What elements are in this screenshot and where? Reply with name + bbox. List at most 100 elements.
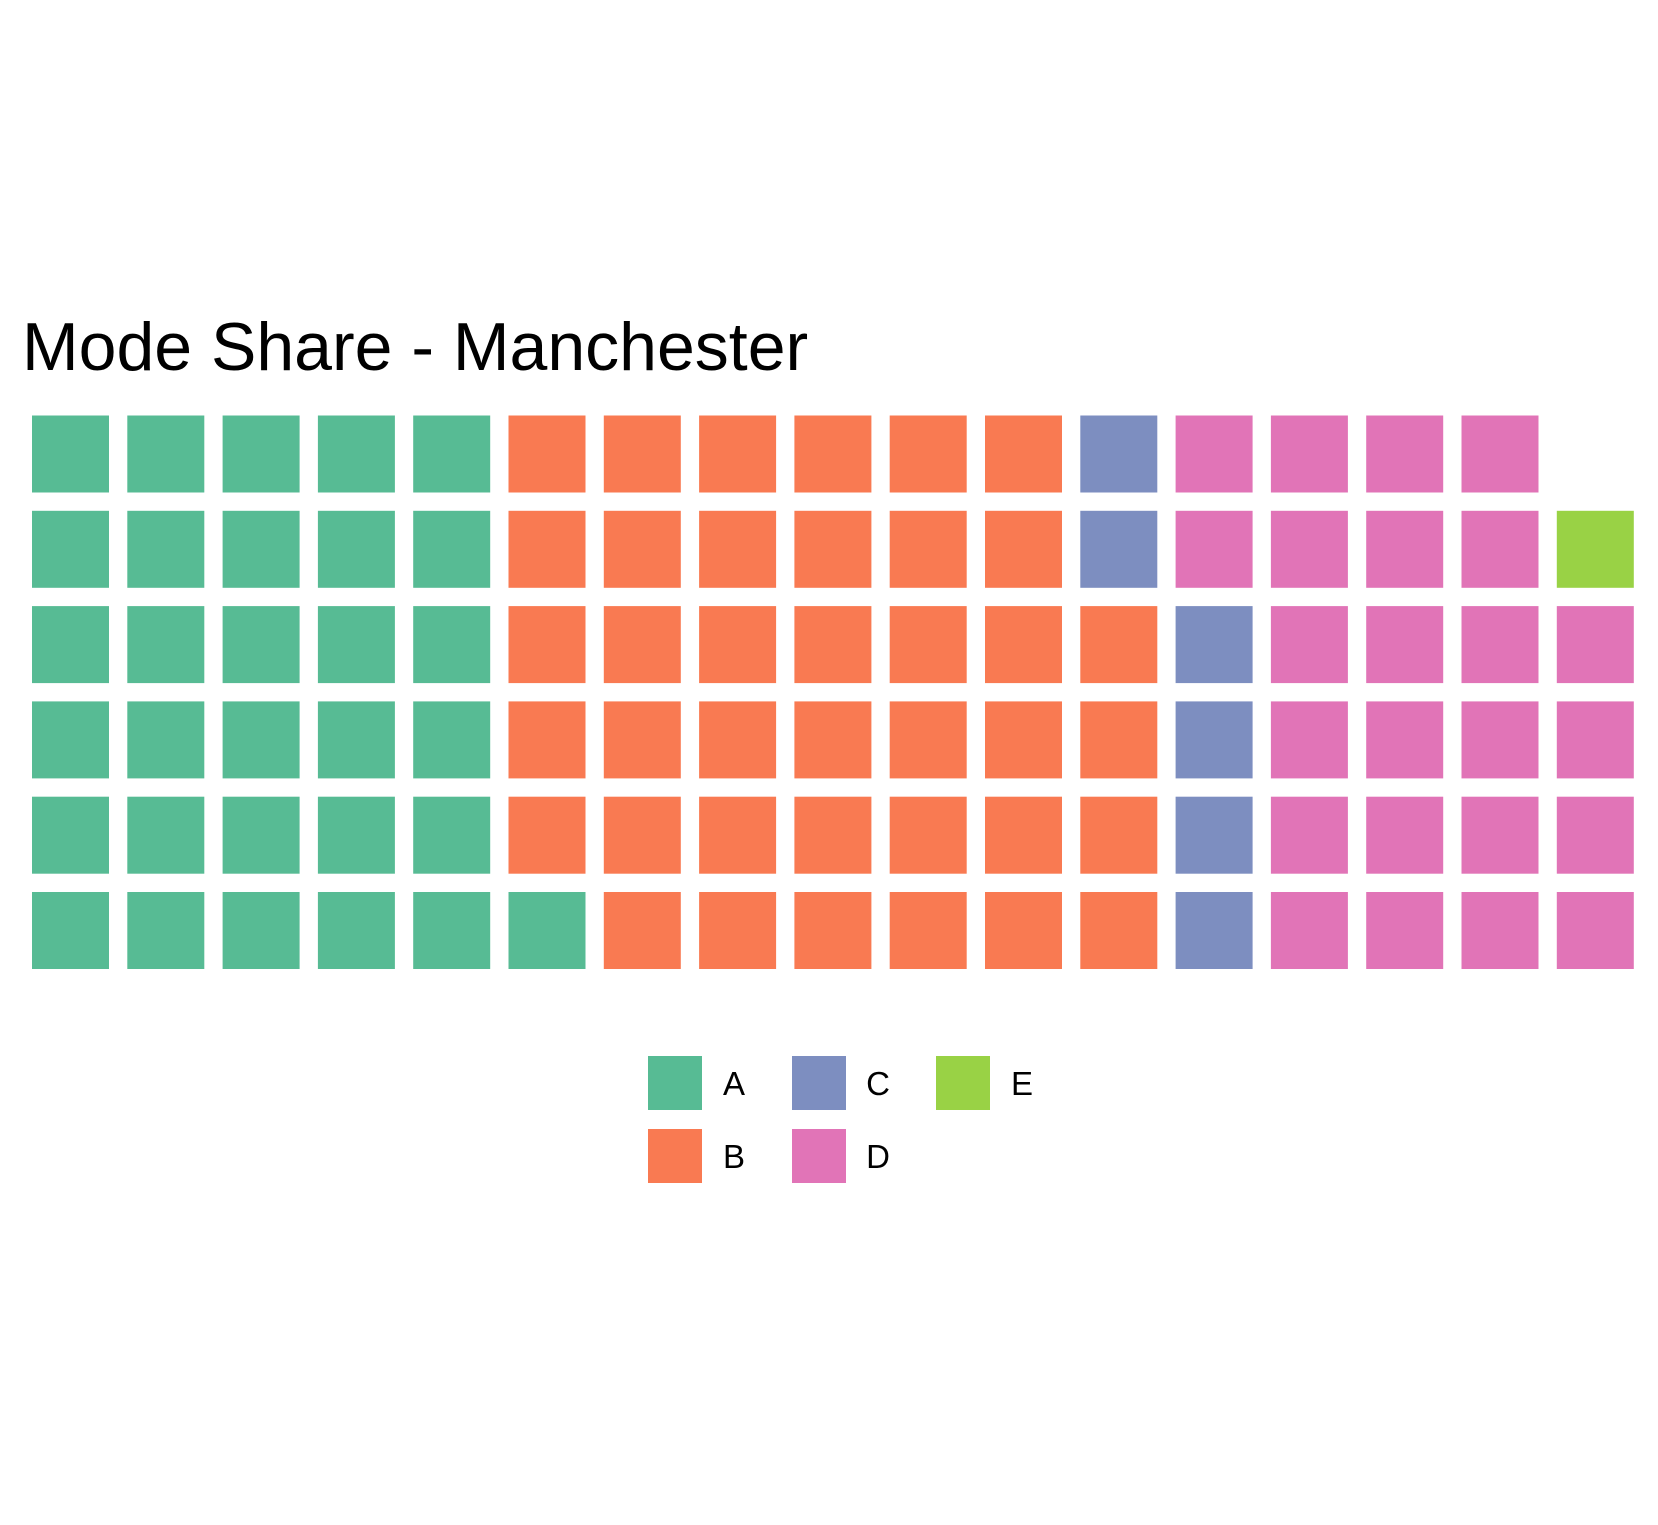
legend-key-b xyxy=(648,1129,702,1183)
waffle-cell-a xyxy=(317,796,395,874)
waffle-cell-a xyxy=(413,796,491,874)
waffle-cell-d xyxy=(1366,796,1444,874)
waffle-cell-a xyxy=(317,606,395,684)
waffle-cell-a xyxy=(317,892,395,969)
waffle-cell-b xyxy=(603,606,681,684)
waffle-cell-b xyxy=(699,892,777,969)
waffle-cell-a xyxy=(32,892,109,969)
waffle-cell-d xyxy=(1556,892,1634,969)
waffle-cell-b xyxy=(889,415,967,493)
legend-key-c xyxy=(792,1056,846,1110)
waffle-cell-b xyxy=(985,892,1062,969)
waffle-cell-d xyxy=(1556,701,1634,779)
waffle-cell-a xyxy=(222,415,300,493)
waffle-cell-a xyxy=(127,701,205,779)
waffle-cell-b xyxy=(699,510,777,588)
waffle-cell-b xyxy=(985,701,1062,779)
waffle-cell-a xyxy=(413,415,491,493)
waffle-cell-d xyxy=(1461,796,1539,874)
waffle-cell-d xyxy=(1270,510,1348,588)
waffle-cell-a xyxy=(32,510,109,588)
waffle-cell-b xyxy=(889,892,967,969)
legend-item-e: E xyxy=(936,1056,1033,1110)
legend-key-e xyxy=(936,1056,990,1110)
waffle-cell-b xyxy=(1080,892,1158,969)
waffle-cell-d xyxy=(1366,892,1444,969)
waffle-cell-a xyxy=(222,796,300,874)
waffle-cell-b xyxy=(699,796,777,874)
waffle-cell-d xyxy=(1175,510,1253,588)
legend-key-a xyxy=(648,1056,702,1110)
waffle-cell-a xyxy=(413,892,491,969)
waffle-cell-b xyxy=(794,510,872,588)
waffle-cell-d xyxy=(1366,510,1444,588)
waffle-cell-a xyxy=(32,606,109,684)
waffle-cell-b xyxy=(699,606,777,684)
waffle-cell-d xyxy=(1175,415,1253,493)
legend: AB CD E xyxy=(648,1056,1033,1183)
waffle-cell-c xyxy=(1175,892,1253,969)
waffle-cell-d xyxy=(1366,415,1444,493)
waffle-cell-a xyxy=(127,510,205,588)
waffle-cell-d xyxy=(1461,606,1539,684)
waffle-cell-b xyxy=(508,510,586,588)
waffle-cell-b xyxy=(985,796,1062,874)
waffle-cells xyxy=(32,415,1634,969)
waffle-cell-b xyxy=(1080,701,1158,779)
waffle-cell-a xyxy=(222,606,300,684)
waffle-cell-d xyxy=(1556,796,1634,874)
waffle-cell-d xyxy=(1461,892,1539,969)
waffle-cell-b xyxy=(699,701,777,779)
waffle-cell-b xyxy=(603,892,681,969)
waffle-cell-c xyxy=(1175,701,1253,779)
waffle-cell-b xyxy=(985,606,1062,684)
waffle-cell-e xyxy=(1556,510,1634,588)
waffle-cell-b xyxy=(603,701,681,779)
waffle-cell-a xyxy=(32,415,109,493)
waffle-cell-a xyxy=(127,415,205,493)
legend-label-e: E xyxy=(1011,1065,1033,1102)
waffle-cell-a xyxy=(127,796,205,874)
waffle-cell-a xyxy=(222,892,300,969)
waffle-cell-b xyxy=(794,606,872,684)
waffle-cell-b xyxy=(794,796,872,874)
waffle-cell-a xyxy=(32,796,109,874)
waffle-cell-d xyxy=(1366,701,1444,779)
waffle-cell-b xyxy=(603,415,681,493)
waffle-cell-d xyxy=(1461,510,1539,588)
waffle-cell-d xyxy=(1270,606,1348,684)
waffle-cell-c xyxy=(1080,510,1158,588)
chart-title: Mode Share - Manchester xyxy=(22,309,808,385)
waffle-cell-b xyxy=(794,701,872,779)
waffle-cell-b xyxy=(508,606,586,684)
waffle-cell-d xyxy=(1270,415,1348,493)
waffle-cell-b xyxy=(889,796,967,874)
waffle-cell-a xyxy=(413,701,491,779)
legend-item-c: C xyxy=(792,1056,890,1110)
legend-label-c: C xyxy=(866,1065,890,1102)
waffle-cell-b xyxy=(985,415,1062,493)
waffle-cell-a xyxy=(413,606,491,684)
waffle-cell-b xyxy=(508,796,586,874)
waffle-cell-a xyxy=(508,892,586,969)
waffle-cell-c xyxy=(1175,606,1253,684)
legend-key-d xyxy=(792,1129,846,1183)
waffle-cell-c xyxy=(1080,415,1158,493)
waffle-cell-b xyxy=(889,510,967,588)
waffle-cell-d xyxy=(1366,606,1444,684)
waffle-cell-b xyxy=(794,415,872,493)
waffle-cell-d xyxy=(1270,796,1348,874)
waffle-cell-a xyxy=(222,510,300,588)
waffle-cell-a xyxy=(32,701,109,779)
waffle-cell-d xyxy=(1461,701,1539,779)
waffle-cell-b xyxy=(1080,606,1158,684)
waffle-cell-a xyxy=(413,510,491,588)
legend-label-a: A xyxy=(723,1065,745,1102)
waffle-cell-d xyxy=(1270,701,1348,779)
waffle-cell-a xyxy=(222,701,300,779)
waffle-cell-d xyxy=(1556,606,1634,684)
waffle-cell-b xyxy=(889,606,967,684)
waffle-cell-a xyxy=(317,701,395,779)
waffle-cell-a xyxy=(127,892,205,969)
